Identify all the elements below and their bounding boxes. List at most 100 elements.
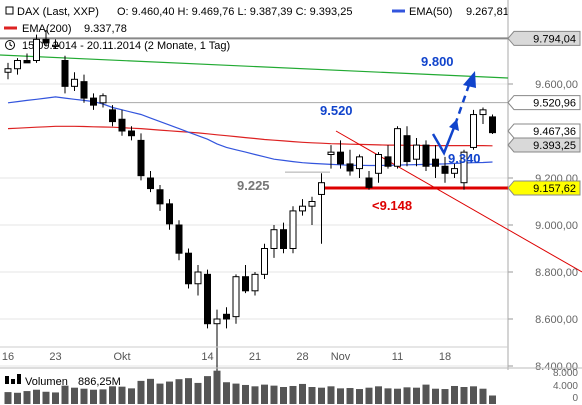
candle-body-up bbox=[479, 109, 487, 116]
candle bbox=[337, 140, 344, 169]
arrow-head-mid-icon bbox=[449, 119, 459, 131]
volume-bar bbox=[261, 384, 268, 404]
candle-body-up bbox=[375, 154, 382, 174]
candle bbox=[451, 163, 458, 178]
candle-body-up bbox=[232, 276, 240, 318]
candle-body-up bbox=[4, 68, 12, 73]
candle-body-down bbox=[280, 229, 287, 249]
price-tag-label: 9.467,36 bbox=[533, 126, 576, 138]
candle-legend-icon bbox=[5, 6, 14, 15]
legend-dax-label: DAX (Last, XXP) bbox=[17, 6, 99, 18]
candle-body-down bbox=[137, 139, 145, 177]
candle bbox=[109, 105, 116, 127]
candle bbox=[308, 196, 316, 225]
candle-body-down bbox=[80, 81, 88, 99]
candle bbox=[251, 272, 259, 296]
candle bbox=[441, 156, 449, 183]
volume-bar bbox=[71, 387, 78, 404]
candle bbox=[365, 170, 373, 190]
candle bbox=[422, 140, 430, 171]
candle bbox=[384, 145, 392, 169]
candle-body-down bbox=[185, 252, 192, 285]
volume-bar bbox=[489, 395, 496, 404]
volume-bar bbox=[413, 387, 420, 404]
volume-bar bbox=[289, 385, 297, 404]
ytick-label: 8.600,00 bbox=[535, 314, 578, 326]
volume-bar bbox=[232, 383, 240, 404]
price-tag-label: 9.520,96 bbox=[533, 98, 576, 110]
candle-body-up bbox=[299, 205, 306, 212]
annotation-9800: 9.800 bbox=[421, 54, 454, 69]
candle bbox=[460, 149, 468, 190]
candle-body-down bbox=[128, 130, 135, 137]
candle bbox=[479, 107, 487, 124]
volume-bar bbox=[52, 392, 59, 404]
volume-bar bbox=[280, 387, 287, 404]
candle-body-down bbox=[242, 276, 249, 292]
candle-body-down bbox=[23, 60, 31, 64]
ytick-label: 8.800,00 bbox=[535, 267, 578, 279]
candle-body-down bbox=[223, 313, 230, 320]
price-tag-box bbox=[507, 123, 581, 139]
legend-ema50-label: EMA(50) bbox=[409, 6, 452, 18]
candle-body-down bbox=[337, 151, 344, 165]
candle bbox=[42, 29, 50, 47]
volume-bar bbox=[80, 388, 88, 404]
candle-body-down bbox=[156, 189, 164, 205]
candle bbox=[166, 199, 173, 230]
volume-bar bbox=[470, 386, 477, 404]
volume-bar bbox=[42, 391, 50, 404]
candle-body-down bbox=[403, 135, 411, 163]
volume-bar bbox=[251, 386, 259, 404]
price-tag-box bbox=[507, 137, 581, 153]
candle-body-up bbox=[251, 273, 259, 292]
candle-body-down bbox=[166, 203, 173, 225]
volume-bar bbox=[460, 387, 468, 404]
candle-body-down bbox=[147, 177, 154, 190]
volume-bar bbox=[422, 384, 430, 404]
candle-body-down bbox=[384, 156, 392, 167]
candle-body-down bbox=[365, 177, 373, 188]
candle-body-up bbox=[318, 182, 325, 195]
annotation-9520: 9.520 bbox=[320, 103, 353, 118]
candle-body-up bbox=[14, 60, 21, 70]
candle-body-down bbox=[432, 158, 439, 167]
candle bbox=[52, 39, 59, 49]
xtick-label: 28 bbox=[296, 351, 308, 363]
candle bbox=[80, 74, 88, 103]
volume-icon-bar2 bbox=[11, 379, 15, 384]
candle-body-up bbox=[470, 114, 477, 148]
volume-bar bbox=[128, 388, 135, 404]
candle bbox=[194, 264, 202, 296]
candle-body-up bbox=[52, 44, 59, 47]
candle-body-up bbox=[460, 151, 468, 184]
volume-bar bbox=[327, 386, 335, 404]
volume-bar bbox=[90, 389, 97, 404]
candle bbox=[280, 222, 287, 254]
ema50-line bbox=[7, 96, 493, 167]
price-tag-label: 9.393,25 bbox=[533, 140, 576, 152]
candle bbox=[242, 264, 249, 294]
candle bbox=[327, 145, 335, 169]
candle-body-down bbox=[118, 118, 126, 132]
volume-bar bbox=[194, 382, 202, 404]
candle-body-down bbox=[42, 38, 50, 44]
candle-body-down bbox=[346, 163, 354, 172]
candle bbox=[156, 185, 164, 211]
volume-bar bbox=[308, 387, 316, 404]
xtick-label: 11 bbox=[392, 351, 403, 363]
volume-bar bbox=[318, 387, 325, 404]
projection-dashed bbox=[453, 81, 472, 126]
volume-bar bbox=[14, 392, 21, 404]
legend-ema200-label: EMA(200) bbox=[22, 23, 72, 35]
candle bbox=[90, 93, 97, 110]
candle bbox=[213, 309, 221, 376]
ytick-label: 8.400,00 bbox=[535, 361, 578, 373]
volume-bar bbox=[441, 389, 449, 404]
candle bbox=[71, 72, 78, 92]
volume-label: Volumen bbox=[25, 376, 68, 388]
legend-ema200-value: 9.337,78 bbox=[84, 23, 127, 35]
volume-bar bbox=[365, 387, 373, 404]
volume-bar bbox=[99, 389, 107, 404]
